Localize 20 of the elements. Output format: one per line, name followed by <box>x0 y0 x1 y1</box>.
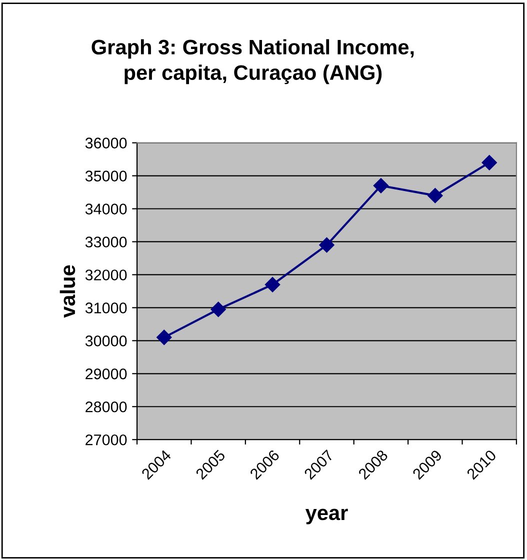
y-tick-label: 35000 <box>85 170 127 182</box>
point <box>210 302 226 317</box>
y-tick-label: 29000 <box>86 368 127 380</box>
y-axis-title: value <box>60 265 76 318</box>
y-tick-label: 34000 <box>85 204 127 214</box>
y-tick-label: 27000 <box>86 434 127 446</box>
y-tick-label: 31000 <box>85 302 127 314</box>
point <box>156 330 172 345</box>
y-tick-label: 33000 <box>85 236 127 248</box>
chart-title: Graph 3: Gross National Income, per capita, Curaçao (ANG) <box>92 39 414 84</box>
point <box>428 188 443 204</box>
point <box>373 178 389 194</box>
x-axis-title: year <box>305 508 348 524</box>
y-tick-label: 30000 <box>85 336 127 346</box>
point <box>264 277 280 292</box>
point <box>482 155 497 170</box>
point <box>319 237 334 253</box>
y-tick-label: 36000 <box>85 138 127 148</box>
y-tick-label: 28000 <box>86 401 127 412</box>
y-tick-label: 32000 <box>85 270 127 280</box>
